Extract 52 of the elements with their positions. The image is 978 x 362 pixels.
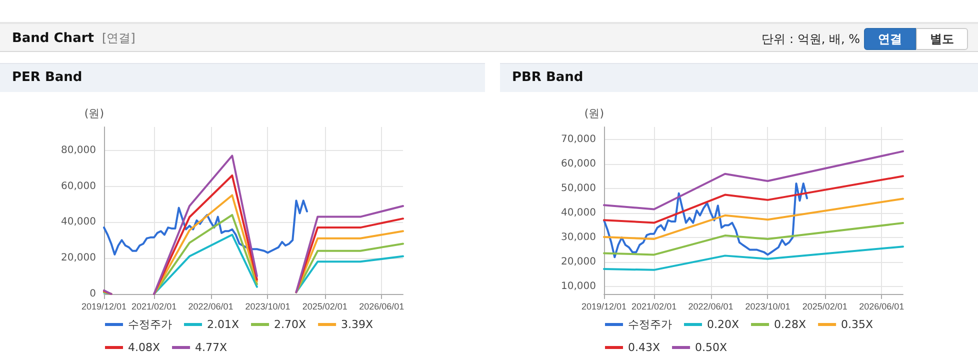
- legend-label: 4.08X: [128, 341, 160, 354]
- line-series: [603, 150, 904, 210]
- x-tick-label: 2022/06/01: [688, 302, 734, 312]
- line-series: [603, 222, 904, 256]
- x-tick-label: 2022/06/01: [188, 302, 234, 312]
- y-tick-label: 50,000: [561, 182, 596, 194]
- x-tick-label: 2021/02/01: [632, 302, 677, 312]
- text: 단위 : 억원, 배, %: [762, 31, 860, 48]
- line-series: [603, 198, 904, 240]
- y-axis-title: (원): [84, 107, 104, 120]
- text: Band Chart: [12, 31, 94, 46]
- x-tick-label: 2021/02/01: [132, 302, 177, 312]
- legend-label: 수정주가: [628, 318, 672, 331]
- y-tick-label: 80,000: [61, 144, 96, 156]
- legend-label: 2.70X: [274, 318, 307, 331]
- legend-label: 0.20X: [707, 318, 740, 331]
- y-axis-title: (원): [584, 107, 604, 120]
- legend-label: 0.35X: [841, 318, 874, 331]
- legend-label: 4.77X: [195, 341, 228, 354]
- chart-title: PBR Band: [500, 63, 978, 92]
- legend-label: 3.39X: [341, 318, 374, 331]
- y-tick-label: 40,000: [561, 207, 596, 218]
- y-tick-label: 60,000: [561, 158, 596, 170]
- legend-label: 0.43X: [628, 341, 660, 354]
- line-series: [603, 175, 904, 224]
- x-tick-label: 2019/12/01: [81, 302, 127, 312]
- line-series: [603, 246, 904, 271]
- y-tick-label: 60,000: [61, 180, 96, 192]
- x-tick-label: 2023/10/01: [745, 302, 790, 312]
- x-tick-label: 2025/02/01: [302, 302, 348, 312]
- legend-label: 2.01X: [207, 318, 240, 331]
- x-tick-label: 2023/10/01: [245, 302, 290, 312]
- y-tick-label: 20,000: [561, 256, 596, 268]
- y-tick-label: 20,000: [61, 252, 96, 264]
- x-tick-label: 2026/06/01: [859, 302, 904, 312]
- x-tick-label: 2026/06/01: [359, 302, 404, 312]
- text: 연결: [864, 28, 916, 50]
- y-tick-label: 10,000: [561, 281, 596, 292]
- legend-label: 0.28X: [774, 318, 807, 331]
- x-tick-label: 2019/12/01: [581, 302, 627, 312]
- x-tick-label: 2025/02/01: [802, 302, 848, 312]
- text: 별도: [916, 28, 968, 50]
- chart-title: PER Band: [0, 63, 485, 92]
- legend-label: 0.50X: [695, 341, 728, 354]
- y-tick-label: 40,000: [61, 216, 96, 228]
- legend-label: 수정주가: [128, 318, 172, 331]
- text: [연결]: [102, 30, 136, 47]
- y-tick-label: 70,000: [561, 134, 596, 145]
- line-series: [603, 182, 808, 258]
- y-tick-label: 30,000: [561, 232, 596, 244]
- line-series: [103, 200, 308, 256]
- y-tick-label: 0: [90, 288, 96, 300]
